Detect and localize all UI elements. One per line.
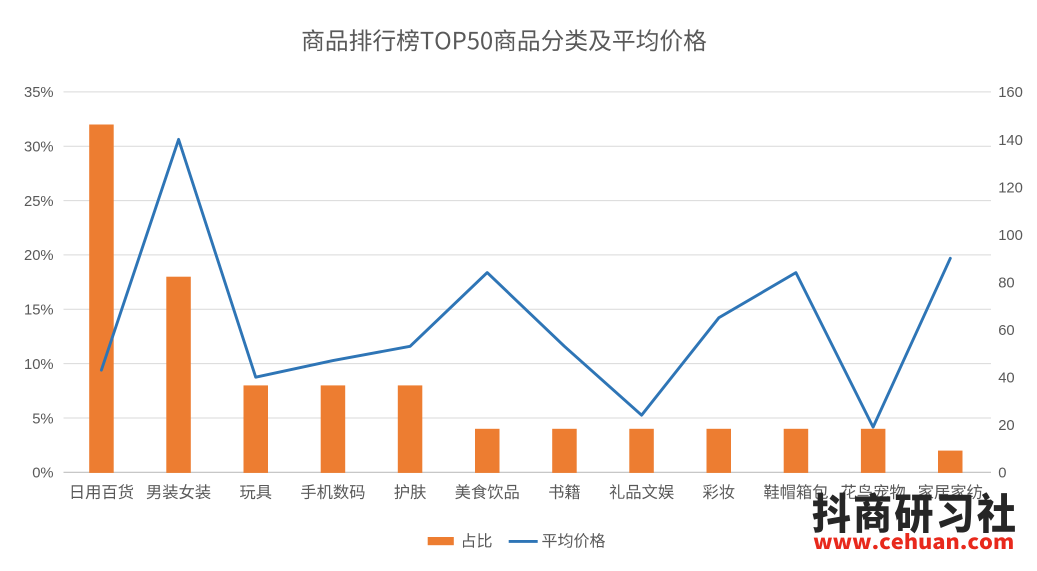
svg-text:60: 60 [998, 323, 1014, 339]
svg-text:0%: 0% [32, 466, 53, 482]
svg-text:0: 0 [998, 466, 1006, 482]
svg-text:100: 100 [998, 228, 1023, 244]
svg-text:160: 160 [998, 85, 1023, 101]
svg-text:80: 80 [998, 275, 1014, 291]
svg-text:35%: 35% [24, 85, 54, 101]
svg-text:15%: 15% [24, 303, 54, 319]
svg-text:25%: 25% [24, 194, 54, 210]
svg-text:10%: 10% [24, 357, 54, 373]
svg-text:30%: 30% [24, 140, 54, 156]
svg-text:40: 40 [998, 371, 1014, 387]
svg-text:120: 120 [998, 180, 1023, 196]
svg-text:20: 20 [998, 418, 1014, 434]
svg-text:20%: 20% [24, 248, 54, 264]
svg-text:5%: 5% [32, 411, 53, 427]
svg-text:140: 140 [998, 133, 1023, 149]
